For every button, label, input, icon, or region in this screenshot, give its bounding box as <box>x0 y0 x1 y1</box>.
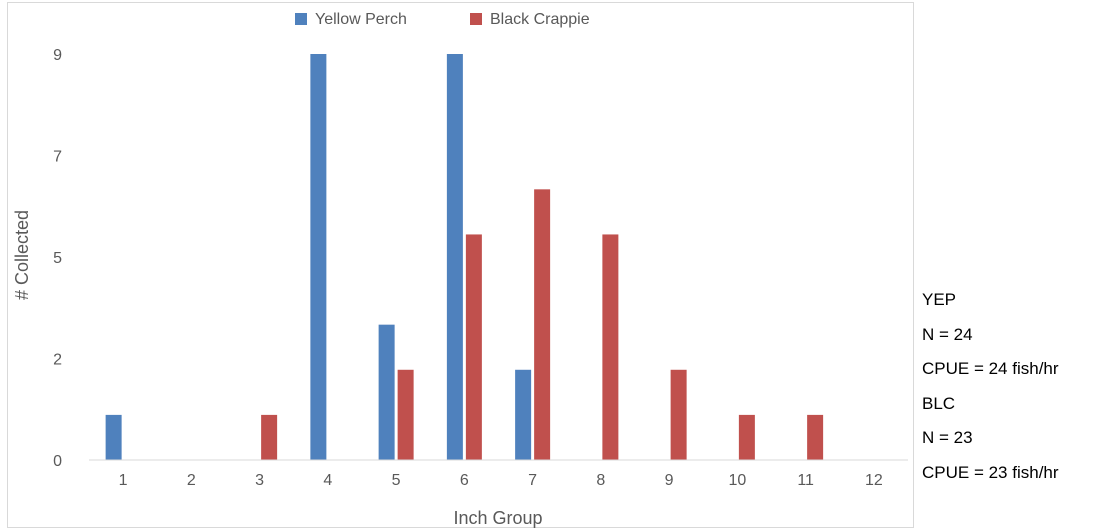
bar-yellow-perch-5 <box>378 324 395 460</box>
x-tick-label: 2 <box>187 472 196 489</box>
bar-black-crappie-11 <box>807 414 824 460</box>
x-tick-label: 6 <box>460 472 469 489</box>
x-tick-label: 5 <box>392 472 401 489</box>
bar-black-crappie-10 <box>738 414 755 460</box>
bars <box>105 54 824 461</box>
yep-cpue: CPUE = 24 fish/hr <box>922 359 1059 378</box>
x-axis-label: Inch Group <box>453 508 542 528</box>
x-axis-tick-labels: 1 2 3 4 5 6 7 8 9 10 11 12 <box>119 472 883 489</box>
y-tick-label: 9 <box>53 47 62 64</box>
x-tick-label: 4 <box>323 472 332 489</box>
x-tick-label: 9 <box>665 472 674 489</box>
x-tick-label: 7 <box>528 472 537 489</box>
bar-black-crappie-8 <box>602 234 619 460</box>
legend-label: Black Crappie <box>490 11 590 28</box>
y-tick-label: 2 <box>53 352 62 369</box>
bar-black-crappie-6 <box>465 234 482 460</box>
legend-label: Yellow Perch <box>315 11 407 28</box>
bar-yellow-perch-7 <box>515 369 532 460</box>
x-tick-label: 3 <box>255 472 264 489</box>
x-tick-label: 10 <box>728 472 746 489</box>
x-tick-label: 1 <box>119 472 128 489</box>
bar-yellow-perch-6 <box>446 54 463 460</box>
legend: Yellow Perch Black Crappie <box>295 11 590 28</box>
yep-label: YEP <box>922 290 957 309</box>
legend-swatch <box>470 13 482 25</box>
bar-black-crappie-9 <box>670 369 687 460</box>
bar-black-crappie-7 <box>534 189 551 461</box>
y-axis-tick-labels: 0 2 5 7 9 <box>53 47 62 470</box>
x-tick-label: 8 <box>596 472 605 489</box>
blc-n: N = 23 <box>922 428 973 447</box>
x-tick-label: 11 <box>797 472 814 489</box>
y-tick-label: 7 <box>53 149 62 166</box>
bar-yellow-perch-4 <box>310 54 327 460</box>
y-axis-label: # Collected <box>12 210 32 300</box>
bar-yellow-perch-1 <box>105 414 122 460</box>
y-tick-label: 0 <box>53 453 62 470</box>
y-tick-label: 5 <box>53 250 62 267</box>
stats-box: YEP N = 24 CPUE = 24 fish/hr BLC N = 23 … <box>922 283 1112 490</box>
x-tick-label: 12 <box>865 472 883 489</box>
legend-swatch <box>295 13 307 25</box>
bar-black-crappie-5 <box>397 369 414 460</box>
blc-cpue: CPUE = 23 fish/hr <box>922 462 1059 482</box>
yep-n: N = 24 <box>922 324 973 344</box>
blc-label: BLC <box>922 393 956 413</box>
bar-black-crappie-3 <box>261 414 278 460</box>
